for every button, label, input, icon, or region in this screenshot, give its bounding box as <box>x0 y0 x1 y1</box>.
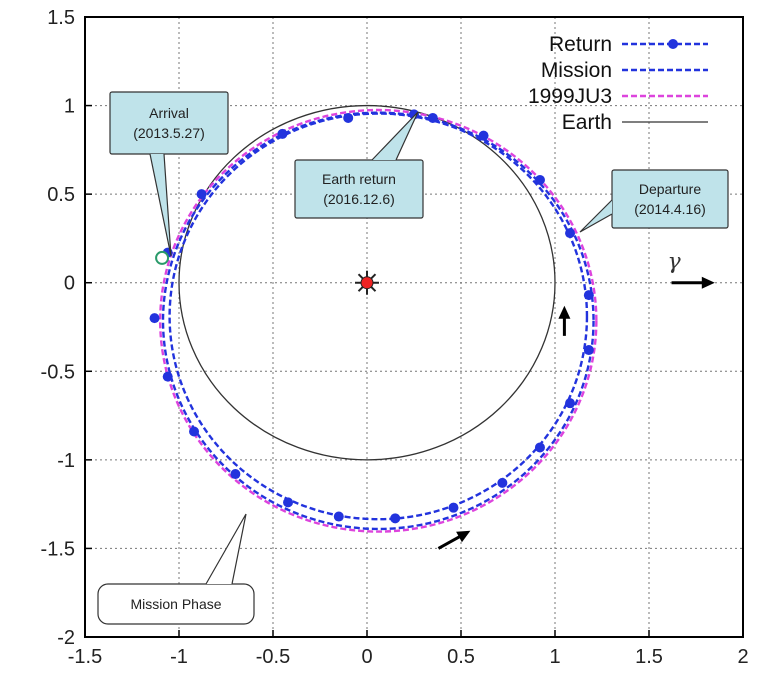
y-tick-label: -1 <box>57 450 75 472</box>
return-markers <box>149 109 594 524</box>
return-marker <box>196 189 207 200</box>
callout-mission-phase: Mission Phase <box>97 513 255 625</box>
return-marker <box>162 371 173 382</box>
callout-line: (2016.12.6) <box>323 191 395 207</box>
legend-label: Earth <box>562 111 612 134</box>
return-marker <box>390 513 401 524</box>
return-marker <box>149 313 160 324</box>
y-tick-label: -1.5 <box>41 538 75 560</box>
return-marker <box>478 130 489 141</box>
orbit-lines <box>158 104 598 533</box>
direction-arrow <box>558 305 571 336</box>
y-tick-label: -0.5 <box>41 361 75 383</box>
legend: Return Mission 1999JU3 Earth <box>528 33 708 134</box>
x-tick-label: -1.5 <box>68 646 102 668</box>
legend-label: 1999JU3 <box>528 85 612 108</box>
x-tick-label: -0.5 <box>256 646 290 668</box>
y-tick-label: 0 <box>64 273 75 295</box>
orbit-earth <box>178 104 556 461</box>
y-tick-label: 1 <box>64 96 75 118</box>
return-marker <box>534 442 545 453</box>
callout-box <box>97 583 255 625</box>
callout-line: (2014.4.16) <box>634 201 706 217</box>
return-marker <box>277 128 288 139</box>
y-tick-label: 1.5 <box>47 7 75 29</box>
callout-tail <box>371 111 419 161</box>
legend-item: Mission <box>541 59 708 82</box>
return-marker <box>583 345 594 356</box>
callout-line: (2013.5.27) <box>133 125 205 141</box>
callout-arrival: Arrival (2013.5.27) <box>109 91 229 257</box>
callout-box <box>109 91 229 155</box>
arrow-head <box>701 276 715 289</box>
return-marker <box>427 112 438 123</box>
callout-tail <box>579 199 613 233</box>
callout-box <box>294 159 424 219</box>
return-marker <box>409 109 419 120</box>
arrival-point <box>155 250 170 265</box>
return-marker <box>230 469 241 480</box>
annotations: Arrival (2013.5.27) Earth return (2016.12.6… <box>97 91 729 625</box>
x-tick-label: 1.5 <box>635 646 663 668</box>
return-marker <box>497 477 508 488</box>
callout-earth-return: Earth return (2016.12.6) <box>294 111 424 219</box>
x-tick-label: -1 <box>170 646 188 668</box>
return-marker <box>565 398 576 409</box>
return-marker <box>189 426 200 437</box>
orbit-1999ju3 <box>158 108 598 533</box>
callout-line: Mission Phase <box>130 596 221 612</box>
x-tick-label: 2 <box>737 646 748 668</box>
legend-label: Mission <box>541 59 612 82</box>
return-marker <box>448 502 459 513</box>
orbit-mission <box>161 111 595 531</box>
callout-line: Departure <box>639 181 701 197</box>
return-marker <box>343 112 354 123</box>
vernal-equinox-symbol: γ <box>668 250 682 275</box>
callout-box <box>611 169 729 229</box>
callout-line: Earth return <box>322 171 396 187</box>
direction-arrow <box>671 276 715 289</box>
y-tick-label: -2 <box>57 627 75 649</box>
y-tick-label: 0.5 <box>47 184 75 206</box>
callout-departure: Departure (2014.4.16) <box>579 169 729 233</box>
return-marker <box>583 290 594 301</box>
direction-arrow <box>437 530 471 550</box>
legend-item: Return <box>549 33 708 56</box>
x-tick-label: 1 <box>549 646 560 668</box>
return-marker <box>283 497 294 508</box>
legend-marker <box>668 39 678 49</box>
legend-label: Return <box>549 33 612 56</box>
callout-tail <box>149 153 172 257</box>
arrow-head <box>456 530 471 543</box>
x-tick-label: 0 <box>361 646 372 668</box>
return-marker <box>534 174 545 185</box>
x-tick-label: 0.5 <box>447 646 475 668</box>
arrow-head <box>558 305 571 319</box>
legend-item: 1999JU3 <box>528 85 708 108</box>
sun-dot <box>360 276 374 290</box>
return-marker <box>333 511 344 522</box>
plot-frame <box>84 16 744 638</box>
legend-item: Earth <box>562 111 708 134</box>
orbit-return <box>168 112 589 521</box>
return-marker <box>565 228 576 239</box>
callout-line: Arrival <box>149 105 189 121</box>
callout-tail <box>205 513 247 585</box>
sun-marker <box>355 270 379 295</box>
tick-labels: -1.5 -1 -0.5 0 0.5 1 1.5 2-2-1.5-1-0.500.511.5 <box>41 7 749 668</box>
